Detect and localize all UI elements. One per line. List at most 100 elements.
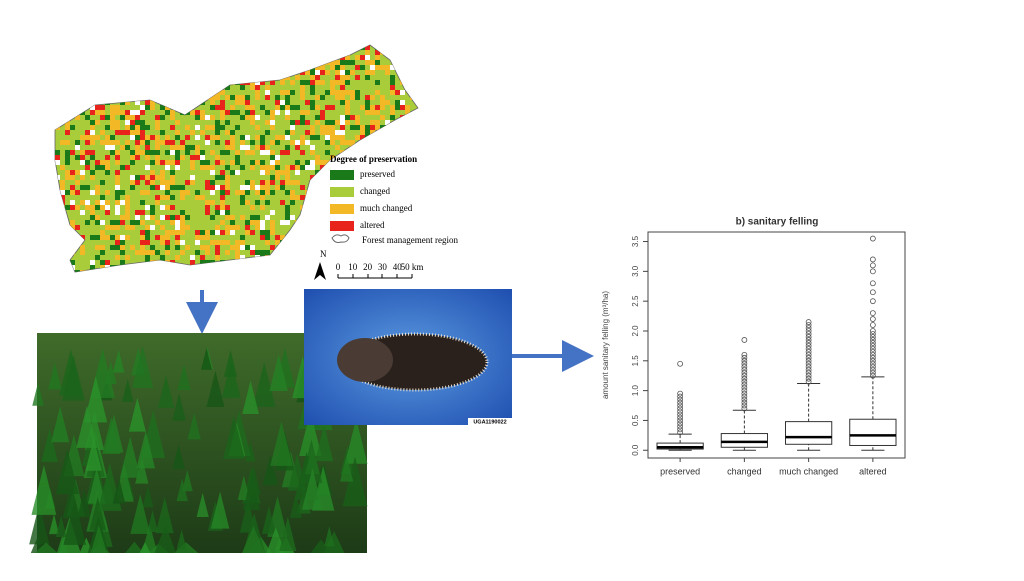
map-cell [170, 145, 175, 150]
tree [270, 421, 293, 466]
map-cell [395, 185, 400, 190]
map-cell [100, 245, 105, 250]
map-cell [90, 215, 95, 220]
map-cell [400, 90, 405, 95]
map-cell [160, 270, 165, 272]
tree [261, 505, 276, 534]
map-cell [320, 55, 325, 60]
map-cell [145, 60, 150, 65]
map-cell [275, 235, 280, 240]
map-cell [255, 225, 260, 230]
map-cell [95, 255, 100, 260]
map-cell [380, 105, 385, 110]
map-cell [315, 80, 320, 85]
map-cell [220, 175, 225, 180]
map-cell [315, 240, 320, 245]
map-cell [140, 200, 145, 205]
map-cell [215, 130, 220, 135]
map-cell [265, 150, 270, 155]
map-cell [160, 170, 165, 175]
map-cell [345, 105, 350, 110]
map-cell [415, 245, 418, 250]
map-cell [140, 130, 145, 135]
map-cell [275, 170, 280, 175]
tree [324, 526, 335, 547]
map-cell [195, 135, 200, 140]
caption-bg [468, 418, 512, 425]
map-cell [255, 95, 260, 100]
map-cell [225, 45, 230, 50]
map-cell [75, 140, 80, 145]
map-cell [110, 235, 115, 240]
map-cell [350, 45, 355, 50]
outlier [805, 345, 812, 352]
map-cell [280, 245, 285, 250]
map-cell [60, 140, 65, 145]
map-cell [415, 195, 418, 200]
map-cell [185, 225, 190, 230]
map-cell [90, 55, 95, 60]
tree [154, 524, 177, 553]
map-cell [255, 185, 260, 190]
map-cell [90, 175, 95, 180]
tree [32, 382, 44, 406]
map-cell [345, 215, 350, 220]
tree [130, 494, 151, 534]
map-cell [310, 270, 315, 272]
map-cell [375, 245, 380, 250]
map-cell [245, 185, 250, 190]
tree [253, 362, 276, 407]
map-cell [255, 75, 260, 80]
map-cell [355, 75, 360, 80]
map-cell [100, 160, 105, 165]
map-cell [165, 140, 170, 145]
map-cell [175, 160, 180, 165]
tree [84, 376, 108, 423]
map-cell [390, 85, 395, 90]
map-cell [350, 125, 355, 130]
map-cell [310, 100, 315, 105]
map-cell [315, 95, 320, 100]
map-cell [270, 255, 275, 260]
map-cell [95, 215, 100, 220]
map-cell [235, 240, 240, 245]
map-cell [215, 175, 220, 180]
map-cell [165, 180, 170, 185]
map-cell [115, 130, 120, 135]
map-cell [230, 75, 235, 80]
map-cell [70, 175, 75, 180]
map-cell [115, 210, 120, 215]
map-cell [325, 185, 330, 190]
map-cell [300, 95, 305, 100]
map-cell [105, 190, 110, 195]
map-cell [375, 55, 380, 60]
map-cell [285, 130, 290, 135]
map-cell [200, 60, 205, 65]
outlier [869, 310, 876, 316]
map-cell [70, 230, 75, 235]
map-cell [285, 265, 290, 270]
map-cell [155, 160, 160, 165]
map-cell [80, 200, 85, 205]
map-cell [135, 140, 140, 145]
outlier [805, 363, 812, 370]
map-cell [340, 135, 345, 140]
map-cell [150, 85, 155, 90]
tree [344, 418, 368, 464]
map-cell [150, 210, 155, 215]
map-cell [270, 60, 275, 65]
outlier [741, 375, 748, 382]
tree [201, 347, 212, 370]
map-cell [150, 100, 155, 105]
map-cell [405, 255, 410, 260]
map-cell [100, 235, 105, 240]
map-cell [140, 135, 145, 140]
map-cell [150, 245, 155, 250]
map-cell [125, 100, 130, 105]
outlier [869, 256, 876, 263]
map-cell [415, 85, 418, 90]
map-cell [300, 60, 305, 65]
map-cell [110, 110, 115, 115]
map-cell [355, 95, 360, 100]
map-cell [360, 125, 365, 130]
